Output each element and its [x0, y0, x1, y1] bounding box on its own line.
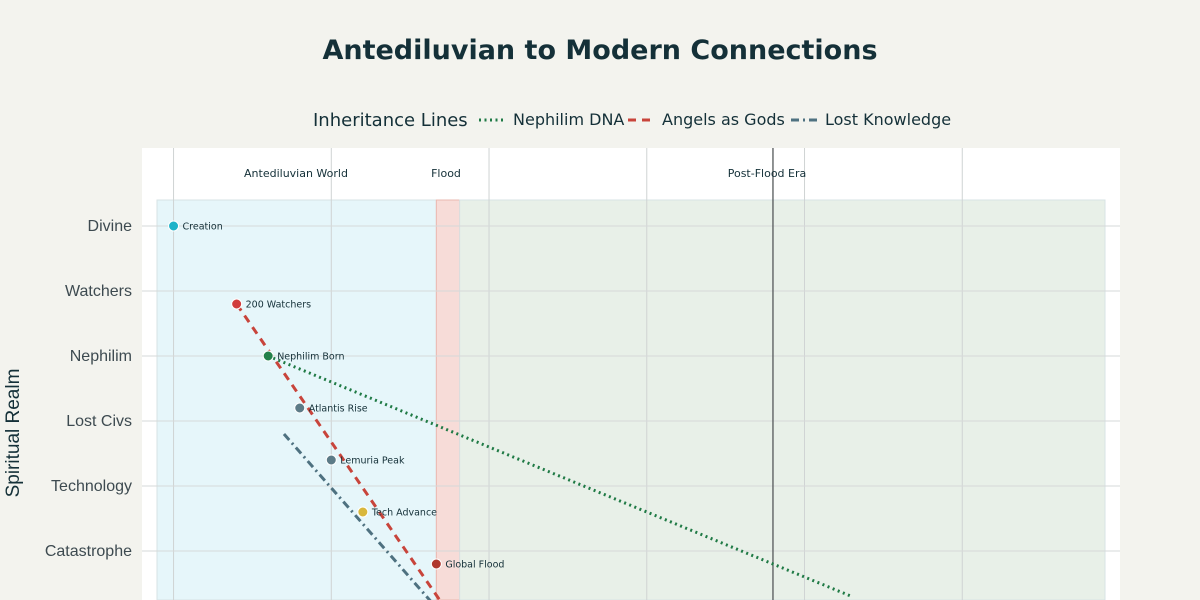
- y-axis-ticks: Divine Watchers Nephilim Lost Civs Techn…: [45, 218, 132, 560]
- legend-label-angels-as-gods: Angels as Gods: [662, 110, 785, 129]
- series-line-nephilim-dna: [267, 354, 853, 598]
- era-band-antediluvian-world: [156, 199, 437, 600]
- era-label-flood: Flood: [431, 167, 461, 180]
- era-bands: [156, 199, 1106, 600]
- point-tech-advance: [357, 506, 369, 518]
- era-label-antediluvian: Antediluvian World: [244, 167, 348, 180]
- legend: Inheritance Lines Nephilim DNA Angels as…: [313, 110, 951, 131]
- point-label-lemuria-peak: Lemuria Peak: [340, 456, 405, 467]
- point-label-creation: Creation: [183, 222, 223, 233]
- y-axis-label: Spiritual Realm: [3, 369, 24, 498]
- y-tick-watchers: Watchers: [65, 283, 132, 300]
- y-tick-technology: Technology: [51, 478, 132, 495]
- chart-title: Antediluvian to Modern Connections: [322, 35, 877, 66]
- y-tick-catastrophe: Catastrophe: [45, 543, 132, 560]
- series-line-lost-knowledge: [282, 433, 432, 600]
- legend-title: Inheritance Lines: [313, 110, 468, 131]
- point-label-tech-advance: Tech Advance: [371, 508, 437, 519]
- point-creation: [168, 220, 180, 232]
- gridlines: [142, 148, 1120, 600]
- point-nephilim-born: [262, 350, 274, 362]
- point-global-flood: [430, 558, 442, 570]
- point-200-watchers: [231, 298, 243, 310]
- y-tick-lost-civs: Lost Civs: [66, 413, 132, 430]
- y-tick-divine: Divine: [88, 218, 133, 235]
- y-tick-nephilim: Nephilim: [70, 348, 132, 365]
- era-band-flood: [435, 199, 461, 600]
- legend-label-nephilim-dna: Nephilim DNA: [513, 110, 624, 129]
- point-lemuria-peak: [325, 454, 337, 466]
- legend-label-lost-knowledge: Lost Knowledge: [825, 110, 951, 129]
- data-points: Creation 200 Watchers Nephilim Born Atlanti…: [168, 220, 504, 571]
- point-label-atlantis-rise: Atlantis Rise: [309, 404, 368, 415]
- point-label-global-flood: Global Flood: [445, 560, 504, 571]
- era-label-post-flood: Post-Flood Era: [728, 167, 807, 180]
- point-atlantis-rise: [294, 402, 306, 414]
- point-label-nephilim-born: Nephilim Born: [277, 352, 344, 363]
- era-band-post-flood-era: [459, 199, 1106, 600]
- point-label-200-watchers: 200 Watchers: [246, 300, 311, 311]
